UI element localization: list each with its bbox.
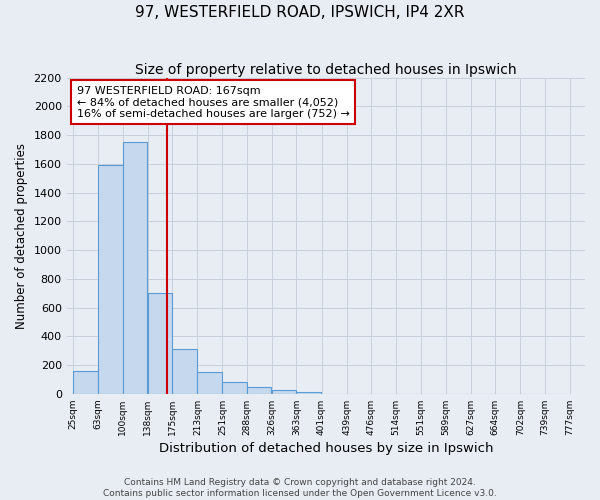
Bar	[223, 382, 247, 394]
X-axis label: Distribution of detached houses by size in Ipswich: Distribution of detached houses by size …	[158, 442, 493, 455]
Bar	[172, 350, 197, 394]
Bar	[197, 372, 222, 394]
Title: Size of property relative to detached houses in Ipswich: Size of property relative to detached ho…	[135, 62, 517, 76]
Bar	[98, 166, 123, 394]
Bar	[73, 371, 98, 394]
Y-axis label: Number of detached properties: Number of detached properties	[15, 142, 28, 328]
Bar	[272, 390, 296, 394]
Text: 97 WESTERFIELD ROAD: 167sqm
← 84% of detached houses are smaller (4,052)
16% of : 97 WESTERFIELD ROAD: 167sqm ← 84% of det…	[77, 86, 350, 119]
Text: Contains HM Land Registry data © Crown copyright and database right 2024.
Contai: Contains HM Land Registry data © Crown c…	[103, 478, 497, 498]
Bar	[296, 392, 321, 394]
Bar	[148, 293, 172, 394]
Text: 97, WESTERFIELD ROAD, IPSWICH, IP4 2XR: 97, WESTERFIELD ROAD, IPSWICH, IP4 2XR	[135, 5, 465, 20]
Bar	[247, 388, 271, 394]
Bar	[123, 142, 147, 394]
